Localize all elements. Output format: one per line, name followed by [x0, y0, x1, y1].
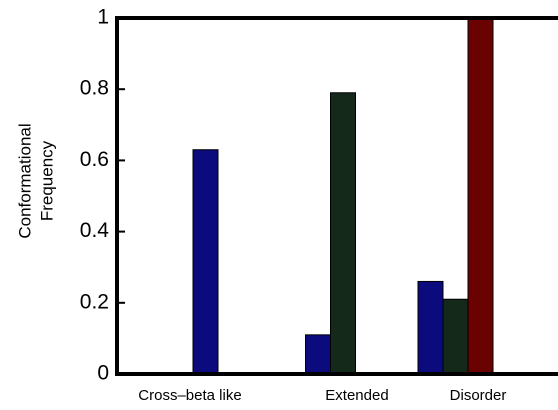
x-tick-label: Disorder: [450, 387, 507, 404]
axes-frame: [115, 16, 558, 376]
bar: [330, 92, 356, 375]
x-tick-label: Cross–beta like: [138, 387, 241, 404]
bar: [467, 17, 494, 375]
y-tick-label: 1: [97, 6, 109, 29]
y-tick-label: 0.4: [80, 219, 110, 242]
x-tick-label: Extended: [325, 387, 388, 404]
y-tick-label: 0: [97, 362, 109, 385]
y-axis-label: Conformational: [15, 123, 34, 238]
bar: [192, 149, 219, 375]
bar: [417, 280, 444, 375]
bar: [442, 298, 469, 375]
y-axis-label: Frequency: [37, 140, 56, 221]
y-tick-label: 0.6: [80, 148, 109, 171]
bar: [305, 334, 331, 375]
y-tick-label: 0.8: [80, 77, 109, 100]
y-tick-label: 0.2: [80, 290, 109, 313]
